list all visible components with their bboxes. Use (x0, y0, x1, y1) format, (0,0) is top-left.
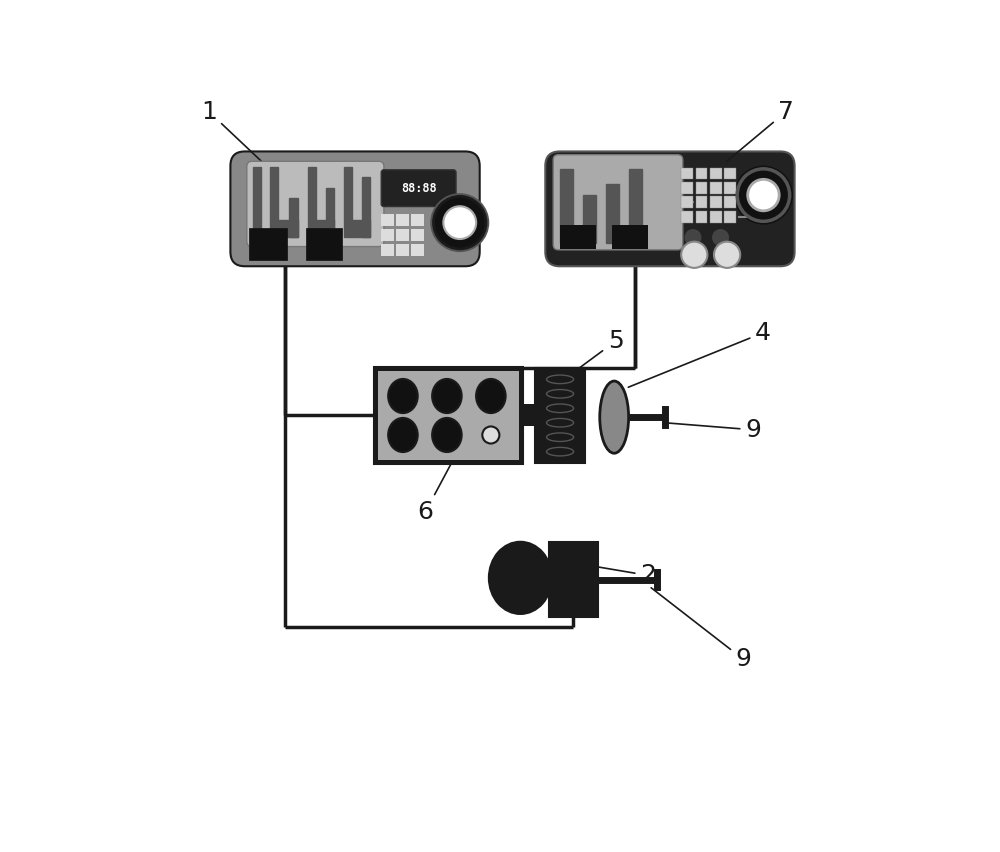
FancyBboxPatch shape (545, 152, 795, 266)
Polygon shape (316, 221, 334, 237)
Bar (396, 214, 409, 227)
Polygon shape (344, 166, 352, 237)
Text: 5: 5 (562, 329, 623, 381)
Ellipse shape (432, 418, 462, 452)
FancyBboxPatch shape (247, 161, 384, 246)
Text: 9: 9 (663, 417, 761, 442)
Bar (519, 404, 535, 426)
Polygon shape (362, 177, 370, 237)
Bar (710, 168, 722, 179)
Bar (396, 244, 409, 256)
Ellipse shape (712, 229, 729, 246)
Bar (710, 182, 722, 193)
Ellipse shape (432, 379, 462, 413)
Bar (724, 210, 736, 222)
Bar (696, 210, 707, 222)
Bar (378, 371, 519, 460)
Bar (306, 228, 342, 260)
Polygon shape (326, 187, 334, 237)
Polygon shape (253, 166, 261, 237)
Polygon shape (352, 221, 370, 237)
Bar (381, 244, 394, 256)
Bar (724, 168, 736, 179)
Text: 88:88: 88:88 (401, 181, 436, 194)
Bar (374, 367, 523, 463)
FancyBboxPatch shape (553, 155, 683, 250)
Text: 1: 1 (201, 100, 261, 161)
Bar (381, 214, 394, 227)
Polygon shape (270, 166, 278, 237)
Polygon shape (278, 221, 298, 237)
Circle shape (482, 427, 499, 444)
Circle shape (443, 206, 476, 239)
Polygon shape (289, 199, 298, 237)
FancyBboxPatch shape (230, 152, 480, 266)
Ellipse shape (489, 542, 552, 614)
Bar (710, 196, 722, 208)
Polygon shape (606, 184, 619, 244)
Text: 2: 2 (586, 563, 656, 588)
Polygon shape (629, 169, 642, 244)
Circle shape (737, 169, 790, 222)
Ellipse shape (476, 379, 506, 413)
Ellipse shape (684, 229, 702, 246)
Circle shape (430, 193, 489, 252)
Bar (560, 225, 596, 249)
Bar (696, 196, 707, 208)
Bar (535, 368, 585, 463)
Bar (681, 210, 693, 222)
Text: 7: 7 (727, 100, 794, 161)
Text: 9: 9 (651, 588, 751, 671)
Bar (411, 244, 424, 256)
Polygon shape (560, 169, 573, 244)
Circle shape (734, 165, 793, 225)
Bar (696, 182, 707, 193)
Polygon shape (583, 195, 596, 244)
Polygon shape (308, 166, 316, 237)
Bar (724, 182, 736, 193)
Bar (549, 542, 598, 617)
Bar (724, 196, 736, 208)
Bar (396, 229, 409, 241)
Text: 4: 4 (628, 320, 771, 388)
Circle shape (681, 242, 707, 268)
Circle shape (748, 179, 779, 210)
Bar (681, 196, 693, 208)
Bar (681, 168, 693, 179)
Bar (710, 210, 722, 222)
Bar (612, 225, 648, 249)
Bar (249, 228, 287, 260)
Bar (411, 214, 424, 227)
Bar (681, 182, 693, 193)
Bar (411, 229, 424, 241)
Bar (381, 229, 394, 241)
FancyBboxPatch shape (381, 170, 456, 206)
Bar (696, 168, 707, 179)
Text: 6: 6 (417, 458, 454, 524)
Ellipse shape (600, 381, 629, 453)
Ellipse shape (388, 379, 418, 413)
Circle shape (714, 242, 740, 268)
Ellipse shape (388, 418, 418, 452)
Circle shape (434, 196, 486, 249)
